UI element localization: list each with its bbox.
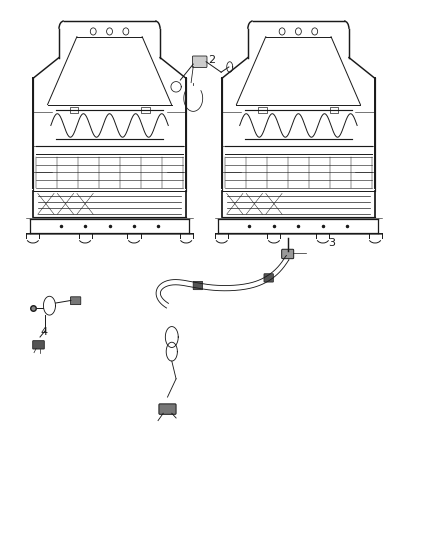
Text: 4: 4 (41, 327, 48, 337)
Text: 2: 2 (208, 55, 215, 65)
Bar (70, 107, 78, 113)
FancyBboxPatch shape (193, 281, 203, 290)
Text: 3: 3 (328, 238, 336, 248)
FancyBboxPatch shape (33, 341, 44, 349)
FancyBboxPatch shape (282, 249, 294, 259)
Bar (330, 107, 339, 113)
FancyBboxPatch shape (159, 404, 176, 414)
FancyBboxPatch shape (192, 56, 207, 68)
FancyBboxPatch shape (264, 274, 273, 282)
FancyBboxPatch shape (71, 297, 81, 305)
Bar (141, 107, 149, 113)
Bar (258, 107, 267, 113)
